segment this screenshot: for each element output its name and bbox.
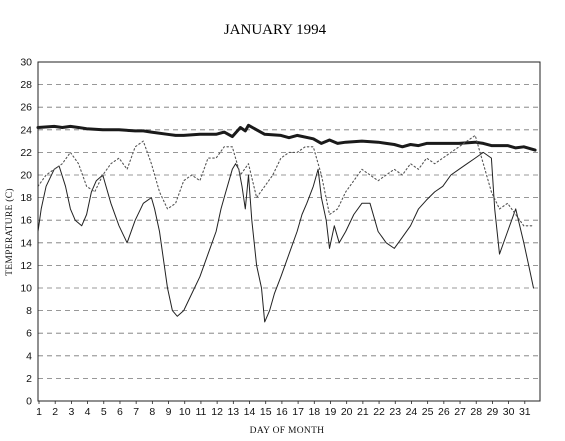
y-tick-label: 14 bbox=[20, 237, 32, 249]
x-tick-label: 20 bbox=[341, 406, 353, 418]
y-tick-label: 8 bbox=[26, 305, 32, 317]
y-tick-label: 20 bbox=[20, 170, 32, 182]
x-tick-label: 6 bbox=[117, 406, 123, 418]
y-tick-label: 2 bbox=[26, 373, 32, 385]
y-tick-label: 6 bbox=[26, 328, 32, 340]
y-tick-label: 16 bbox=[20, 215, 32, 227]
x-tick-label: 25 bbox=[422, 406, 434, 418]
x-tick-label: 27 bbox=[454, 406, 466, 418]
y-tick-label: 0 bbox=[26, 396, 32, 408]
x-tick-label: 8 bbox=[149, 406, 155, 418]
x-tick-label: 21 bbox=[357, 406, 369, 418]
y-tick-label: 26 bbox=[20, 102, 32, 114]
x-tick-label: 1 bbox=[36, 406, 42, 418]
x-axis-label: DAY OF MONTH bbox=[250, 426, 325, 436]
series-line-dotted bbox=[37, 134, 533, 227]
x-tick-label: 10 bbox=[179, 406, 191, 418]
x-tick-label: 3 bbox=[68, 406, 74, 418]
x-tick-label: 9 bbox=[166, 406, 172, 418]
y-tick-label: 24 bbox=[20, 124, 32, 136]
x-tick-label: 4 bbox=[85, 406, 91, 418]
x-tick-label: 17 bbox=[292, 406, 304, 418]
x-tick-label: 23 bbox=[389, 406, 401, 418]
series-line-thick bbox=[36, 123, 537, 152]
y-tick-label: 10 bbox=[20, 283, 32, 295]
x-tick-label: 31 bbox=[519, 406, 531, 418]
plot-frame bbox=[37, 61, 541, 402]
x-tick-label: 24 bbox=[406, 406, 418, 418]
y-tick-label: 12 bbox=[20, 260, 32, 272]
y-tick-label: 18 bbox=[20, 192, 32, 204]
x-tick-label: 2 bbox=[52, 406, 58, 418]
x-tick-label: 29 bbox=[487, 406, 499, 418]
y-tick-label: 4 bbox=[26, 350, 32, 362]
chart-title: JANUARY 1994 bbox=[224, 22, 327, 38]
x-tick-label: 16 bbox=[276, 406, 288, 418]
series-line-thin bbox=[37, 151, 534, 323]
x-tick-label: 30 bbox=[503, 406, 515, 418]
x-tick-label: 18 bbox=[308, 406, 320, 418]
x-tick-label: 15 bbox=[260, 406, 272, 418]
x-tick-label: 5 bbox=[101, 406, 107, 418]
x-tick-label: 12 bbox=[211, 406, 223, 418]
y-axis-label: TEMPERATURE (C) bbox=[4, 188, 15, 276]
y-tick-label: 28 bbox=[20, 79, 32, 91]
x-tick-label: 28 bbox=[470, 406, 482, 418]
y-tick-label: 22 bbox=[20, 147, 32, 159]
axes bbox=[37, 61, 541, 404]
gridlines bbox=[38, 84, 540, 379]
x-tick-label: 11 bbox=[195, 406, 206, 418]
series-layer bbox=[36, 123, 537, 323]
x-tick-label: 19 bbox=[325, 406, 337, 418]
y-tick-label: 30 bbox=[20, 57, 32, 69]
x-tick-label: 26 bbox=[438, 406, 450, 418]
x-tick-labels: 1 2 3 4 5 6 7 8 9 10 11 12 13 14 15 16 17 18 19 20 21 22 23 24 2… bbox=[36, 406, 531, 418]
x-tick-label: 14 bbox=[244, 406, 256, 418]
x-tick-label: 7 bbox=[133, 406, 139, 418]
x-tick-label: 22 bbox=[373, 406, 385, 418]
x-tick-label: 13 bbox=[227, 406, 239, 418]
